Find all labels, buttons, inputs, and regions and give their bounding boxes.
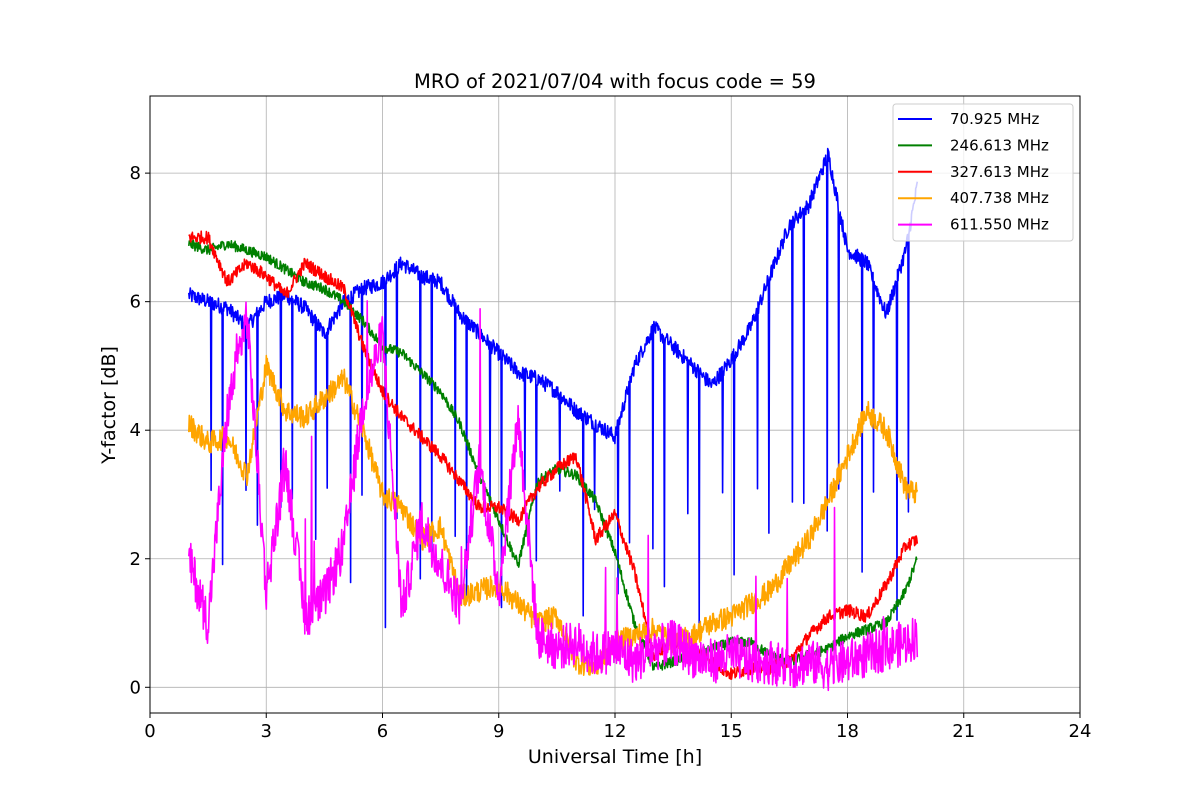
chart-title: MRO of 2021/07/04 with focus code = 59 xyxy=(414,70,816,93)
y-axis-label: Y-factor [dB] xyxy=(98,346,120,465)
y-tick-label: 4 xyxy=(130,420,141,441)
x-tick-label: 12 xyxy=(604,721,627,742)
legend-entry-label: 407.738 MHz xyxy=(950,189,1049,207)
y-tick-label: 8 xyxy=(130,163,141,184)
series-line-2 xyxy=(188,230,919,680)
y-tick-label: 2 xyxy=(130,549,141,570)
y-tick-label: 0 xyxy=(130,677,141,698)
series-line-3 xyxy=(188,354,919,677)
x-tick-label: 18 xyxy=(836,721,859,742)
x-tick-label: 9 xyxy=(493,721,504,742)
series-layer xyxy=(188,147,919,692)
x-tick-label: 0 xyxy=(144,721,155,742)
series-line-0 xyxy=(188,147,919,629)
x-tick-label: 21 xyxy=(952,721,975,742)
y-tick-label: 6 xyxy=(130,292,141,313)
x-tick-label: 24 xyxy=(1069,721,1092,742)
legend-entry-label: 70.925 MHz xyxy=(950,110,1039,128)
legend: 70.925 MHz 246.613 MHz 327.613 MHz 407.738 … xyxy=(892,103,1074,242)
x-axis-label: Universal Time [h] xyxy=(528,746,702,768)
legend-entry-label: 246.613 MHz xyxy=(950,136,1049,154)
x-tick-label: 3 xyxy=(261,721,272,742)
legend-entry-label: 327.613 MHz xyxy=(950,163,1049,181)
legend-box xyxy=(892,103,1074,242)
series-line-4 xyxy=(188,300,919,692)
x-tick-label: 15 xyxy=(720,721,743,742)
y-ticks: 0 2 4 6 8 xyxy=(130,163,150,698)
x-ticks: 0 3 6 9 12 15 18 21 24 xyxy=(144,713,1091,742)
legend-entry-label: 611.550 MHz xyxy=(950,216,1049,234)
x-tick-label: 6 xyxy=(377,721,388,742)
